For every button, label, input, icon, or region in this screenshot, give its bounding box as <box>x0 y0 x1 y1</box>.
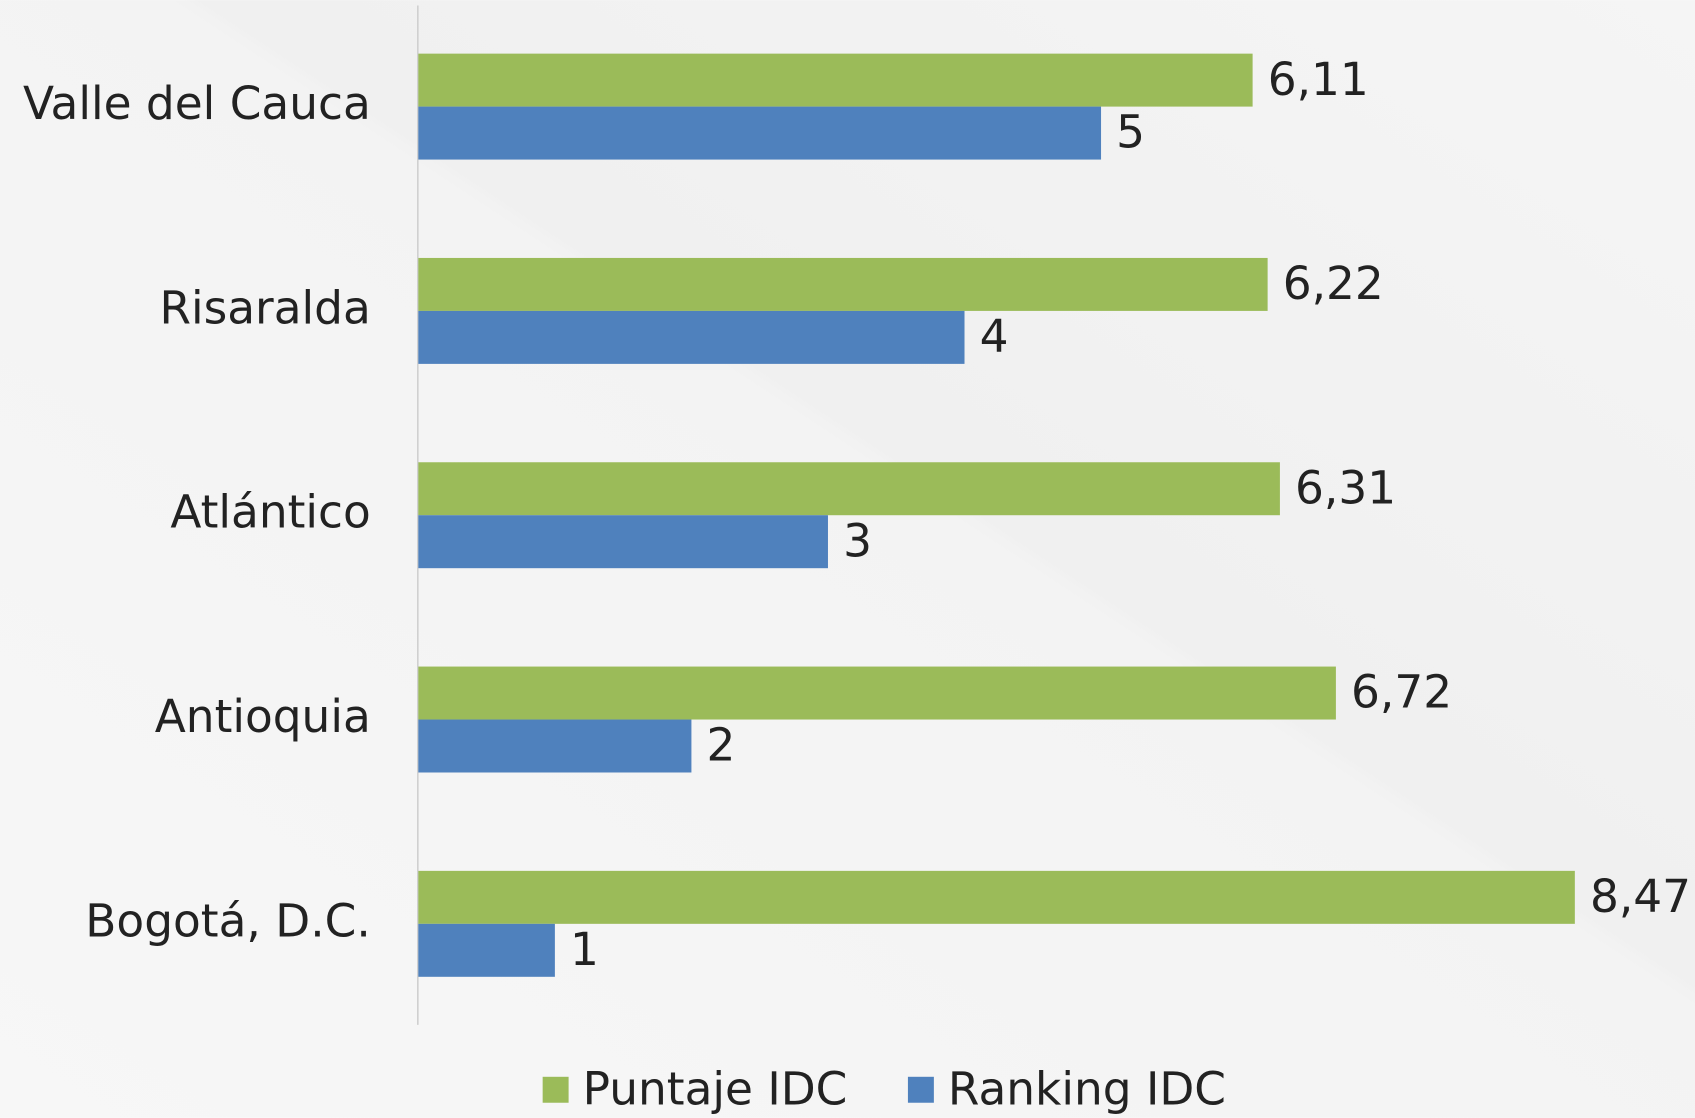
y-tick-label: Atlántico <box>170 486 370 539</box>
data-label: 6,72 <box>1351 666 1452 719</box>
data-label: 8,47 <box>1590 870 1691 923</box>
bar <box>418 515 828 569</box>
bar <box>418 666 1336 720</box>
data-label: 2 <box>707 719 736 772</box>
legend-swatch <box>907 1076 934 1103</box>
data-label: 3 <box>843 514 872 567</box>
data-label: 5 <box>1116 106 1145 159</box>
bar <box>418 257 1268 311</box>
legend-label: Puntaje IDC <box>583 1062 848 1115</box>
y-tick-label: Valle del Cauca <box>23 77 371 130</box>
legend-label: Ranking IDC <box>948 1062 1226 1115</box>
data-label: 6,31 <box>1295 461 1396 514</box>
bar <box>418 106 1102 160</box>
data-label: 6,11 <box>1268 53 1369 106</box>
bar <box>418 870 1575 924</box>
bar <box>418 719 692 773</box>
bar <box>418 310 965 364</box>
data-label: 6,22 <box>1283 257 1384 310</box>
bar <box>418 53 1253 107</box>
y-tick-label: Risaralda <box>159 281 370 334</box>
bar <box>418 462 1280 516</box>
y-tick-label: Bogotá, D.C. <box>85 894 370 947</box>
bar <box>418 923 555 977</box>
y-tick-label: Antioquia <box>155 690 371 743</box>
data-label: 1 <box>570 923 599 976</box>
data-label: 4 <box>980 310 1009 363</box>
legend-swatch <box>542 1076 569 1103</box>
